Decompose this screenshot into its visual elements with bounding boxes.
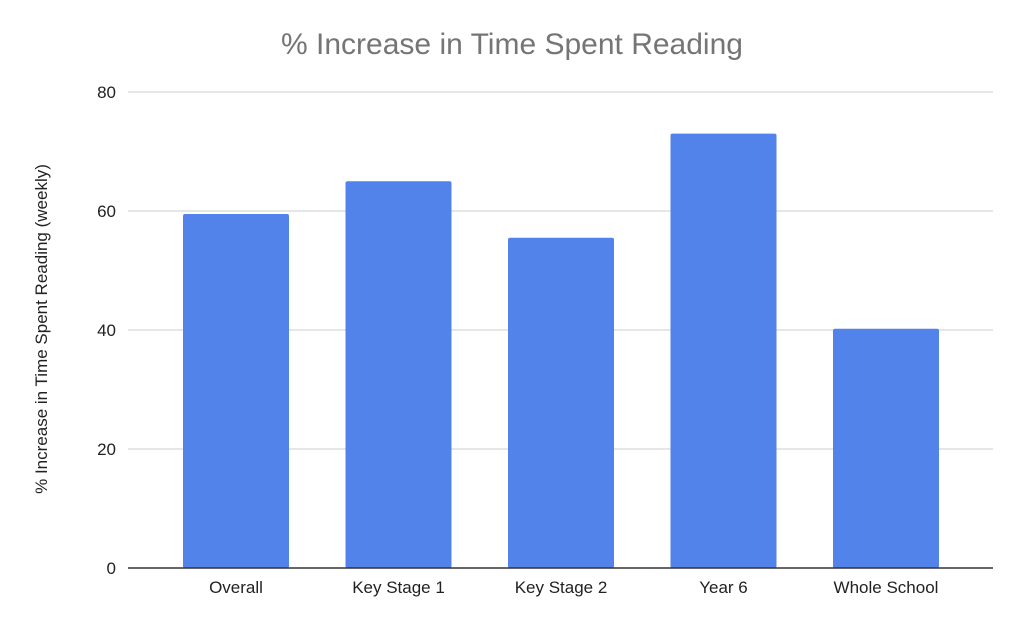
x-tick-label: Key Stage 2 xyxy=(515,578,608,597)
x-tick-label: Whole School xyxy=(834,578,939,597)
bar-overall xyxy=(183,213,289,568)
y-tick-labels: 0 20 40 60 80 xyxy=(97,83,116,578)
bar-key-stage-2 xyxy=(508,237,614,568)
bar-whole-school xyxy=(833,328,939,568)
y-tick-label: 20 xyxy=(97,440,116,459)
bar-key-stage-1 xyxy=(345,181,452,568)
bars xyxy=(183,133,939,568)
chart-title: % Increase in Time Spent Reading xyxy=(281,28,743,61)
x-tick-label: Overall xyxy=(209,578,263,597)
x-tick-labels: Overall Key Stage 1 Key Stage 2 Year 6 Whole… xyxy=(209,578,938,597)
y-tick-label: 80 xyxy=(97,83,116,102)
bar-year-6 xyxy=(670,133,777,568)
y-tick-label: 0 xyxy=(107,559,116,578)
y-tick-label: 60 xyxy=(97,202,116,221)
y-tick-label: 40 xyxy=(97,321,116,340)
y-axis-label: % Increase in Time Spent Reading (weekly… xyxy=(32,164,51,494)
x-tick-label: Key Stage 1 xyxy=(352,578,445,597)
x-tick-label: Year 6 xyxy=(699,578,748,597)
